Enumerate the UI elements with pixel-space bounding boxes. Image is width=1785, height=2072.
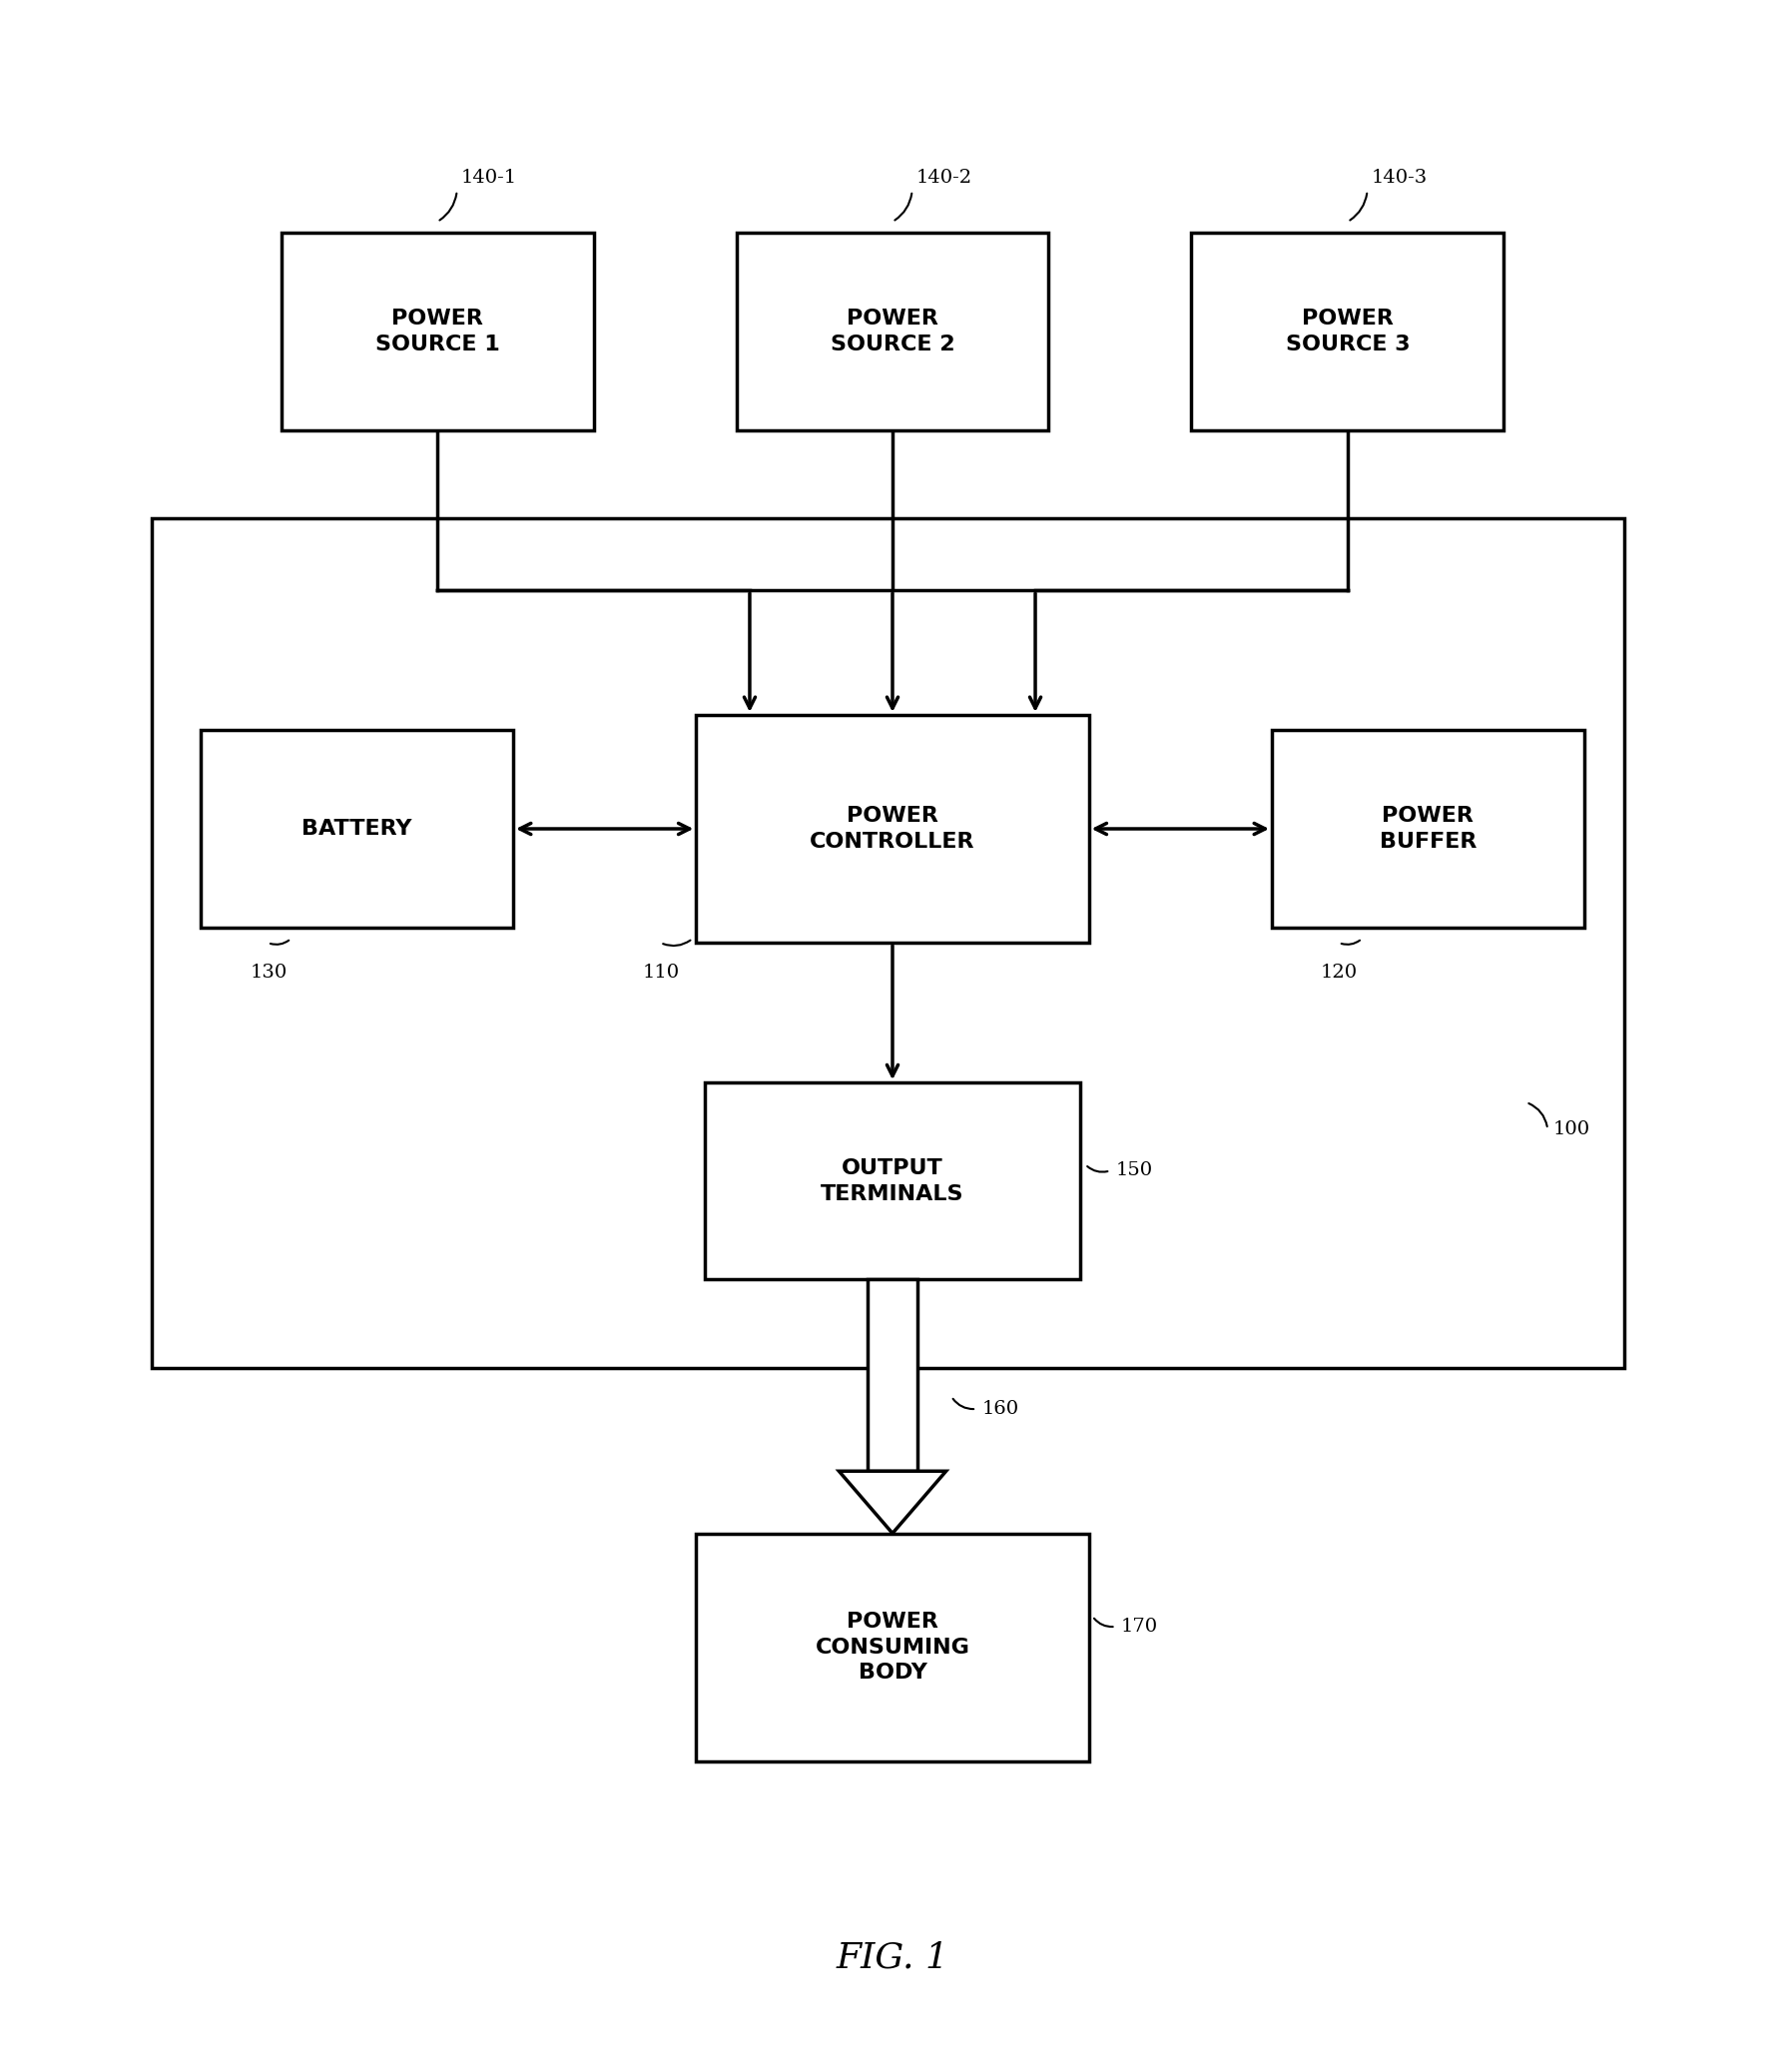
Text: 120: 120	[1321, 963, 1358, 982]
Text: 140-2: 140-2	[916, 168, 971, 186]
Polygon shape	[839, 1471, 946, 1533]
Text: POWER
SOURCE 3: POWER SOURCE 3	[1285, 309, 1410, 354]
Bar	[202, 731, 514, 928]
Text: POWER
CONTROLLER: POWER CONTROLLER	[810, 806, 975, 852]
Bar	[282, 234, 593, 431]
Bar	[1271, 731, 1585, 928]
Bar	[696, 1533, 1089, 1761]
Text: FIG. 1: FIG. 1	[835, 1941, 950, 1975]
Text: 130: 130	[250, 963, 287, 982]
Text: POWER
SOURCE 2: POWER SOURCE 2	[830, 309, 955, 354]
Bar	[868, 1278, 917, 1471]
Text: 160: 160	[982, 1401, 1019, 1417]
Text: 100: 100	[1553, 1121, 1590, 1138]
Bar	[152, 518, 1624, 1368]
Text: OUTPUT
TERMINALS: OUTPUT TERMINALS	[821, 1158, 964, 1204]
Text: BATTERY: BATTERY	[302, 818, 412, 839]
Text: 140-1: 140-1	[461, 168, 516, 186]
Bar	[735, 234, 1048, 431]
Bar	[705, 1082, 1080, 1278]
Bar	[1192, 234, 1503, 431]
Text: 110: 110	[643, 963, 680, 982]
Bar	[696, 715, 1089, 943]
Text: POWER
CONSUMING
BODY: POWER CONSUMING BODY	[816, 1612, 969, 1682]
Text: POWER
BUFFER: POWER BUFFER	[1380, 806, 1476, 852]
Text: 170: 170	[1121, 1618, 1158, 1635]
Text: 150: 150	[1116, 1162, 1153, 1179]
Text: POWER
SOURCE 1: POWER SOURCE 1	[375, 309, 500, 354]
Text: 140-3: 140-3	[1371, 168, 1426, 186]
